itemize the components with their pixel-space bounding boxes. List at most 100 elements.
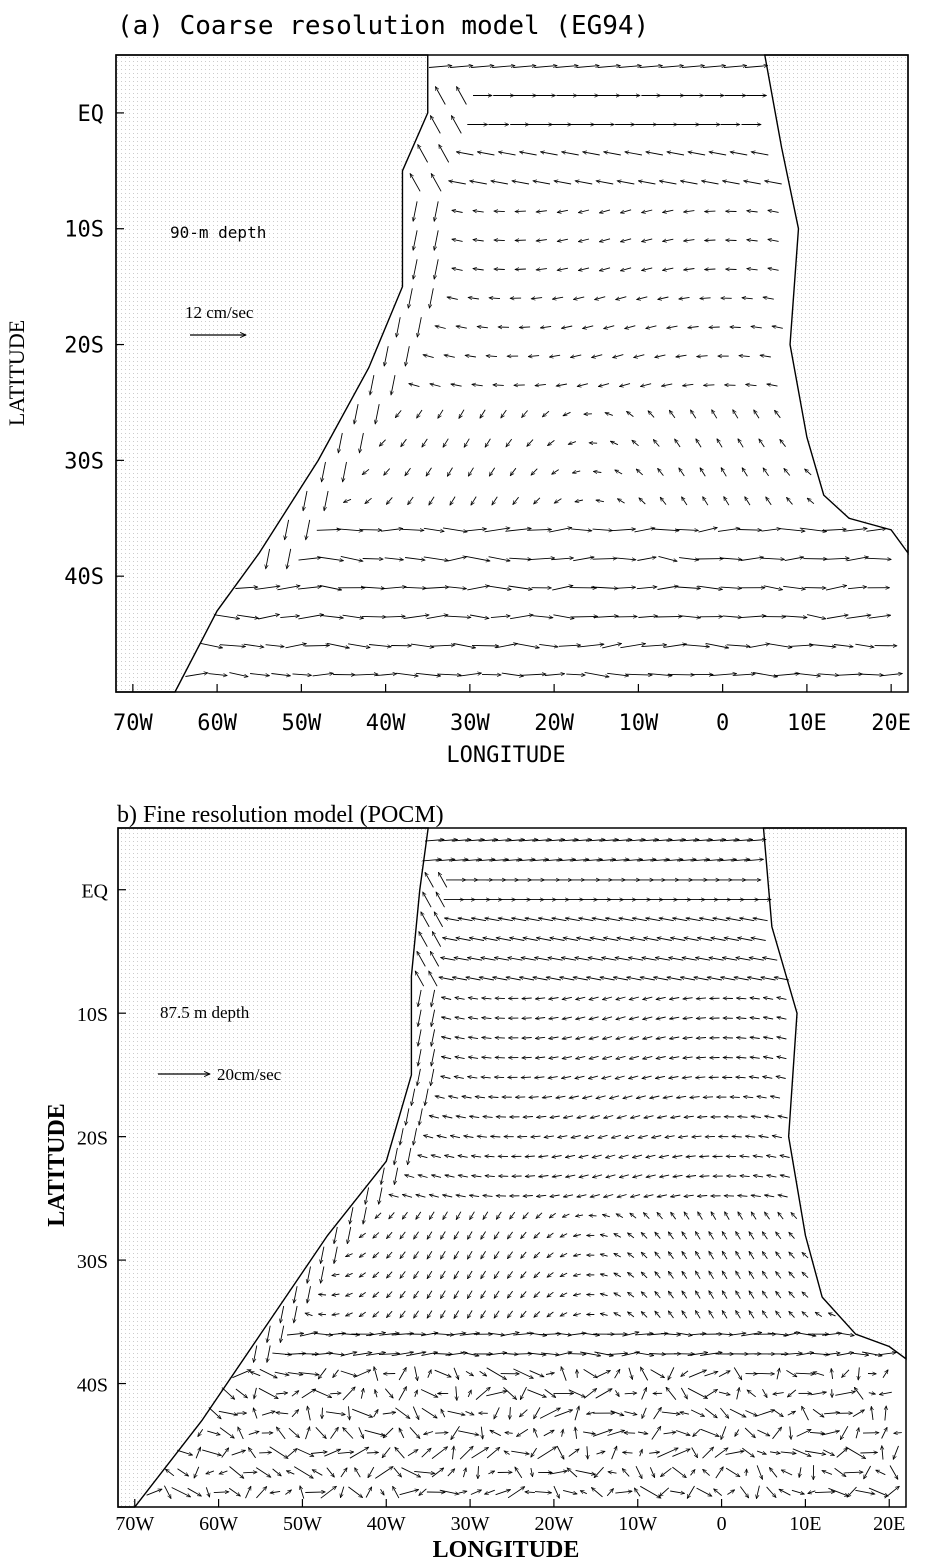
panel-b-vector [750, 998, 760, 999]
panel-a-vector [779, 528, 805, 532]
panel-b-vector [485, 918, 500, 922]
panel-b-vector [889, 1465, 899, 1480]
panel-b-vector [709, 1311, 714, 1319]
panel-b-vector [649, 1467, 656, 1477]
panel-b-vector [568, 1354, 586, 1355]
panel-a-vector [362, 468, 370, 474]
panel-a-vector [598, 383, 610, 387]
panel-b-vector [535, 1077, 545, 1078]
panel-b-vector [583, 1432, 595, 1434]
panel-b-vector [738, 1196, 748, 1197]
panel-a-vector [467, 586, 489, 591]
panel-b-vector [229, 1466, 244, 1479]
panel-b-vector [531, 1468, 533, 1477]
panel-b-vector [733, 1367, 742, 1380]
panel-b-vector [706, 840, 726, 842]
panel-b: b) Fine resolution model (POCM) 70W 60W 50… [44, 802, 907, 1562]
panel-a-vectors [185, 66, 902, 677]
panel-b-vector [330, 1393, 341, 1394]
panel-b-vector [400, 1128, 404, 1145]
panel-b-vector [526, 1332, 547, 1336]
panel-b-vector [692, 1136, 702, 1137]
panel-a-vector [473, 269, 484, 271]
panel-a-vector [739, 356, 750, 357]
panel-a-vector [473, 240, 484, 241]
panel-a-vector [807, 498, 815, 505]
panel-a-vector [426, 615, 448, 620]
panel-b-vector [320, 1486, 337, 1499]
panel-b-vector [512, 918, 527, 922]
panel-b-vector [446, 1333, 466, 1336]
panel-a-vector [583, 152, 600, 156]
panel-b-vector [424, 1135, 434, 1138]
panel-b-vector [305, 1492, 325, 1493]
panel-a-vector [744, 181, 761, 185]
panel-b-vector [545, 840, 565, 842]
panel-b-vector [679, 840, 699, 842]
panel-a-vector [573, 557, 594, 562]
panel-b-vector [272, 1468, 282, 1476]
panel-b-vector [671, 1212, 677, 1220]
panel-a-vector [721, 468, 727, 477]
panel-b-vector [629, 1055, 640, 1059]
panel-a-vector [640, 383, 652, 387]
panel-a-vector [663, 644, 687, 648]
panel-b-vector [831, 1369, 832, 1379]
panel-a-xtick-label: 10W [619, 711, 659, 736]
panel-b-vector [536, 938, 552, 941]
panel-b-vector [622, 1332, 639, 1337]
panel-b-vector [431, 1068, 435, 1086]
panel-b-vector [576, 1056, 586, 1058]
panel-b-vector [642, 1076, 652, 1079]
panel-a-vector [554, 498, 562, 504]
panel-a-vector [723, 181, 740, 185]
panel-b-vector [431, 1447, 448, 1459]
panel-b-vector [747, 977, 763, 981]
panel-b-vector [762, 1271, 768, 1279]
panel-a-vector [638, 181, 656, 185]
panel-b-vector [542, 859, 562, 861]
panel-b-vector [894, 1433, 902, 1434]
panel-b-vector [753, 1156, 763, 1157]
panel-a-vector [761, 529, 781, 532]
panel-b-vector [491, 840, 511, 842]
panel-b-vector [441, 1076, 451, 1078]
panel-a-vector [747, 240, 758, 241]
panel-b-vector [445, 1175, 455, 1177]
panel-b-vector [644, 1116, 654, 1118]
panel-b-vector [340, 1486, 345, 1498]
panel-b-vector [740, 1156, 750, 1157]
panel-b-vector [575, 958, 590, 961]
panel-b-vector [836, 1332, 854, 1336]
panel-b-vector [579, 918, 594, 922]
panel-a-vector [634, 354, 645, 358]
panel-b-vector [757, 1429, 770, 1437]
panel-b-vector [573, 1274, 581, 1276]
panel-b-vector [458, 1175, 468, 1177]
panel-b-vector [686, 918, 701, 922]
panel-b-vector [342, 1387, 355, 1401]
panel-b-vector [538, 1156, 549, 1157]
panel-b-vector [481, 1270, 486, 1279]
panel-b-vector [456, 938, 471, 941]
panel-b-vector [379, 1333, 399, 1336]
panel-b-vector [763, 1017, 774, 1019]
panel-b-vector [475, 859, 495, 861]
panel-b-vector [381, 1167, 385, 1185]
panel-b-vector [632, 1154, 643, 1158]
panel-b-vector [650, 1096, 660, 1098]
panel-a-vector [572, 471, 581, 473]
panel-b-vector [604, 938, 619, 941]
panel-a-vector [593, 471, 602, 472]
panel-b-vector [481, 958, 496, 961]
panel-a-title: (a) Coarse resolution model (EG94) [117, 11, 649, 41]
panel-b-vector [562, 1017, 572, 1019]
panel-b-vector [467, 1390, 472, 1398]
panel-b-vector [427, 1310, 433, 1319]
panel-b-vector [602, 1016, 613, 1020]
panel-b-vector [673, 1156, 683, 1158]
panel-b-vector [533, 1407, 541, 1419]
panel-b-vector [414, 1270, 419, 1278]
panel-b-vector [589, 1215, 597, 1216]
panel-b-vector [307, 1286, 311, 1303]
